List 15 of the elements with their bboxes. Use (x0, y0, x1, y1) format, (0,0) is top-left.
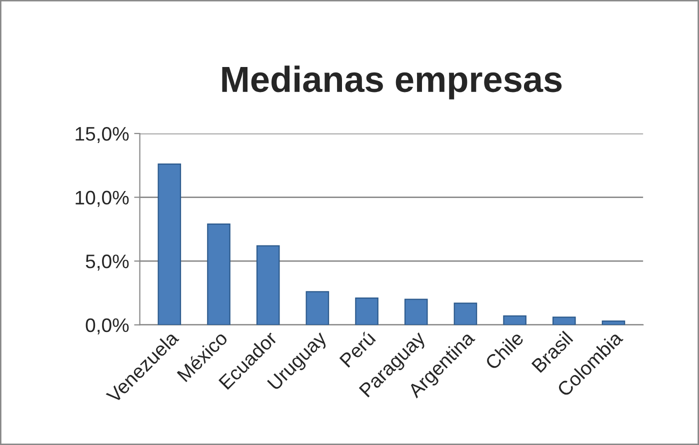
chart-title: Medianas empresas (222, 66, 562, 100)
bar (602, 320, 626, 325)
bar (404, 298, 428, 325)
y-tick-label: 15,0% (76, 126, 129, 144)
bar (552, 316, 576, 325)
bar (503, 315, 526, 325)
y-tick-label: 0,0% (86, 318, 129, 334)
bar (207, 224, 230, 325)
bar (306, 291, 330, 325)
bar (158, 164, 182, 325)
y-tick-label: 5,0% (86, 254, 129, 271)
bar (454, 302, 478, 325)
bar (256, 245, 280, 325)
bar (355, 298, 378, 325)
y-tick-label: 10,0% (76, 190, 129, 207)
